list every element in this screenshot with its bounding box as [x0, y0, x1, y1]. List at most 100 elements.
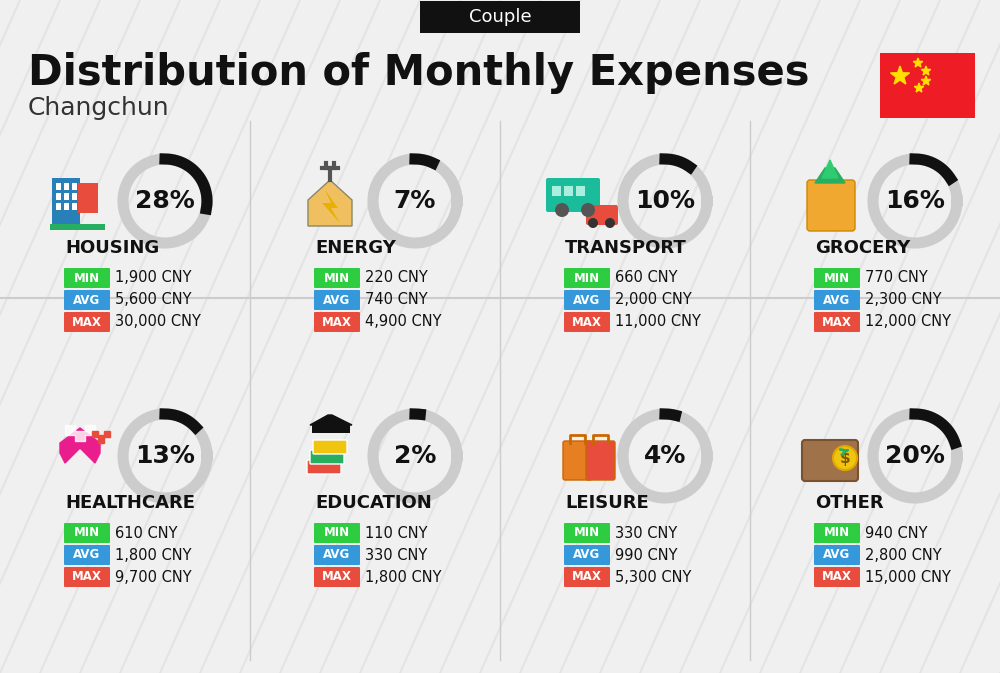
Text: MAX: MAX — [72, 571, 102, 583]
FancyBboxPatch shape — [802, 440, 858, 481]
FancyBboxPatch shape — [307, 460, 341, 474]
FancyBboxPatch shape — [78, 183, 98, 213]
Text: Changchun: Changchun — [28, 96, 170, 120]
Polygon shape — [92, 431, 110, 443]
Text: MAX: MAX — [322, 316, 352, 328]
Text: HOUSING: HOUSING — [65, 239, 159, 257]
Text: 11,000 CNY: 11,000 CNY — [615, 314, 701, 330]
Text: 740 CNY: 740 CNY — [365, 293, 428, 308]
FancyBboxPatch shape — [50, 224, 105, 230]
Polygon shape — [815, 168, 845, 183]
Text: MIN: MIN — [74, 271, 100, 285]
Polygon shape — [921, 76, 931, 85]
Text: 610 CNY: 610 CNY — [115, 526, 178, 540]
Text: 330 CNY: 330 CNY — [365, 548, 427, 563]
FancyBboxPatch shape — [64, 523, 110, 543]
FancyBboxPatch shape — [552, 186, 561, 196]
Polygon shape — [914, 83, 924, 92]
Text: 330 CNY: 330 CNY — [615, 526, 677, 540]
Text: 20%: 20% — [885, 444, 945, 468]
Text: 1,900 CNY: 1,900 CNY — [115, 271, 192, 285]
FancyBboxPatch shape — [420, 1, 580, 33]
Text: 28%: 28% — [135, 189, 195, 213]
FancyBboxPatch shape — [576, 186, 585, 196]
FancyBboxPatch shape — [56, 183, 61, 190]
FancyBboxPatch shape — [814, 312, 860, 332]
FancyBboxPatch shape — [564, 567, 610, 587]
Text: 4%: 4% — [644, 444, 686, 468]
Text: 220 CNY: 220 CNY — [365, 271, 428, 285]
Polygon shape — [322, 190, 340, 223]
Circle shape — [605, 218, 615, 228]
FancyBboxPatch shape — [586, 441, 615, 480]
FancyBboxPatch shape — [564, 312, 610, 332]
Text: LEISURE: LEISURE — [565, 494, 649, 512]
Text: MAX: MAX — [322, 571, 352, 583]
FancyBboxPatch shape — [312, 425, 350, 433]
Text: 12,000 CNY: 12,000 CNY — [865, 314, 951, 330]
Text: AVG: AVG — [323, 548, 351, 561]
Text: MIN: MIN — [574, 526, 600, 540]
Text: GROCERY: GROCERY — [815, 239, 910, 257]
Text: EDUCATION: EDUCATION — [315, 494, 432, 512]
Text: 16%: 16% — [885, 189, 945, 213]
Text: AVG: AVG — [73, 548, 101, 561]
FancyBboxPatch shape — [814, 290, 860, 310]
Polygon shape — [310, 415, 352, 425]
Text: MAX: MAX — [822, 571, 852, 583]
Polygon shape — [890, 66, 910, 84]
Text: 2,800 CNY: 2,800 CNY — [865, 548, 942, 563]
Polygon shape — [308, 180, 352, 226]
FancyBboxPatch shape — [314, 523, 360, 543]
FancyBboxPatch shape — [64, 312, 110, 332]
FancyBboxPatch shape — [546, 178, 600, 212]
Text: AVG: AVG — [823, 293, 851, 306]
Text: 1,800 CNY: 1,800 CNY — [115, 548, 192, 563]
Text: 990 CNY: 990 CNY — [615, 548, 678, 563]
Text: MIN: MIN — [824, 271, 850, 285]
FancyBboxPatch shape — [564, 545, 610, 565]
Text: 13%: 13% — [135, 444, 195, 468]
FancyBboxPatch shape — [564, 268, 610, 288]
Circle shape — [555, 203, 569, 217]
FancyBboxPatch shape — [64, 290, 110, 310]
FancyBboxPatch shape — [313, 440, 347, 454]
Text: AVG: AVG — [573, 293, 601, 306]
FancyBboxPatch shape — [314, 268, 360, 288]
Text: 2,300 CNY: 2,300 CNY — [865, 293, 942, 308]
Text: HEALTHCARE: HEALTHCARE — [65, 494, 195, 512]
FancyBboxPatch shape — [314, 290, 360, 310]
Polygon shape — [913, 58, 923, 67]
Polygon shape — [65, 425, 95, 441]
FancyBboxPatch shape — [586, 205, 618, 225]
Text: MIN: MIN — [574, 271, 600, 285]
Text: 30,000 CNY: 30,000 CNY — [115, 314, 201, 330]
Text: 4,900 CNY: 4,900 CNY — [365, 314, 442, 330]
FancyBboxPatch shape — [72, 203, 77, 210]
Text: AVG: AVG — [323, 293, 351, 306]
Circle shape — [588, 218, 598, 228]
FancyBboxPatch shape — [64, 545, 110, 565]
FancyBboxPatch shape — [52, 178, 80, 226]
Text: 2%: 2% — [394, 444, 436, 468]
FancyBboxPatch shape — [64, 203, 69, 210]
FancyBboxPatch shape — [807, 180, 855, 231]
FancyBboxPatch shape — [310, 450, 344, 464]
Text: Distribution of Monthly Expenses: Distribution of Monthly Expenses — [28, 52, 810, 94]
FancyBboxPatch shape — [564, 186, 573, 196]
FancyBboxPatch shape — [56, 203, 61, 210]
FancyBboxPatch shape — [64, 183, 69, 190]
Circle shape — [833, 446, 857, 470]
Text: MAX: MAX — [572, 571, 602, 583]
Text: 660 CNY: 660 CNY — [615, 271, 678, 285]
Text: 5,600 CNY: 5,600 CNY — [115, 293, 192, 308]
FancyBboxPatch shape — [72, 183, 77, 190]
FancyBboxPatch shape — [64, 193, 69, 200]
Text: AVG: AVG — [823, 548, 851, 561]
FancyBboxPatch shape — [72, 193, 77, 200]
Text: 1,800 CNY: 1,800 CNY — [365, 569, 442, 584]
Text: MAX: MAX — [572, 316, 602, 328]
Polygon shape — [921, 66, 931, 75]
Text: MIN: MIN — [74, 526, 100, 540]
FancyBboxPatch shape — [814, 523, 860, 543]
